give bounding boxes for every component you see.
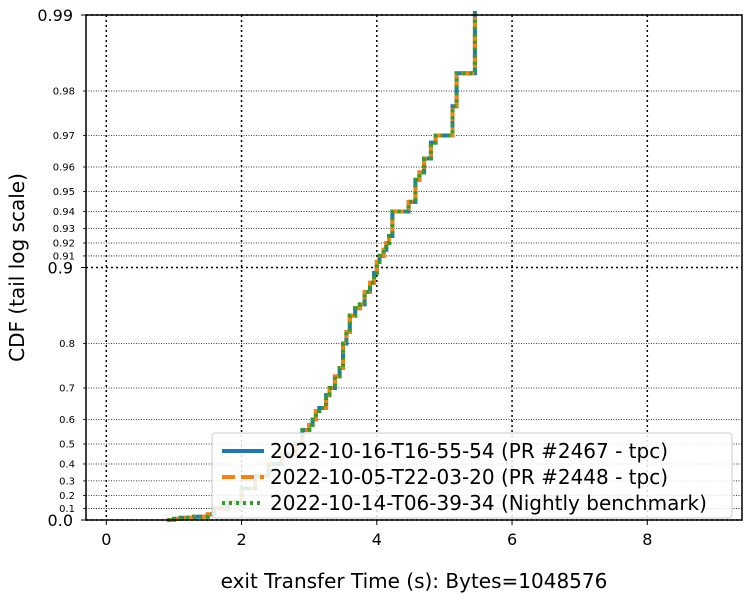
legend: 2022-10-16-T16-55-54 (PR #2467 - tpc)202… bbox=[211, 432, 733, 519]
y-major-tick-label: 0.9 bbox=[48, 259, 73, 278]
x-tick-label: 4 bbox=[372, 530, 382, 549]
y-major-tick-label: 0.99 bbox=[37, 6, 73, 25]
y-minor-tick-label: 0.5 bbox=[59, 439, 75, 450]
legend-label-3: 2022-10-14-T06-39-34 (Nightly benchmark) bbox=[270, 491, 707, 515]
y-minor-tick-label: 0.8 bbox=[59, 339, 75, 350]
legend-box bbox=[211, 432, 733, 519]
legend-label-2: 2022-10-05-T22-03-20 (PR #2448 - tpc) bbox=[270, 465, 668, 489]
x-tick-label: 8 bbox=[642, 530, 652, 549]
y-minor-tick-label: 0.2 bbox=[59, 491, 75, 502]
x-axis-title: exit Transfer Time (s): Bytes=1048576 bbox=[221, 569, 608, 593]
y-minor-tick-label: 0.7 bbox=[59, 383, 75, 394]
x-tick-label: 6 bbox=[507, 530, 517, 549]
y-minor-tick-label: 0.98 bbox=[53, 87, 75, 98]
y-minor-tick-label: 0.91 bbox=[53, 251, 75, 262]
y-minor-tick-label: 0.6 bbox=[59, 415, 75, 426]
axis-ticks: 0 2 4 6 8 0.1 0.2 0.3 0.4 0.5 0.6 0.7 0.8 0.910.92 0.9… bbox=[37, 6, 652, 549]
y-major-tick-label: 0.0 bbox=[48, 511, 73, 530]
y-minor-tick-label: 0.95 bbox=[53, 187, 75, 198]
y-minor-tick-label: 0.1 bbox=[59, 504, 75, 515]
x-tick-label: 0 bbox=[101, 530, 111, 549]
y-minor-tick-label: 0.96 bbox=[53, 163, 75, 174]
y-minor-tick-label: 0.94 bbox=[53, 207, 75, 218]
y-minor-tick-label: 0.92 bbox=[53, 239, 75, 250]
x-tick-label: 2 bbox=[236, 530, 246, 549]
y-minor-tick-label: 0.3 bbox=[59, 476, 75, 487]
legend-label-1: 2022-10-16-T16-55-54 (PR #2467 - tpc) bbox=[270, 439, 668, 463]
y-minor-tick-label: 0.4 bbox=[59, 459, 75, 470]
y-axis-title: CDF (tail log scale) bbox=[5, 173, 29, 362]
y-minor-tick-label: 0.93 bbox=[53, 224, 75, 235]
y-minor-tick-label: 0.97 bbox=[53, 131, 75, 142]
